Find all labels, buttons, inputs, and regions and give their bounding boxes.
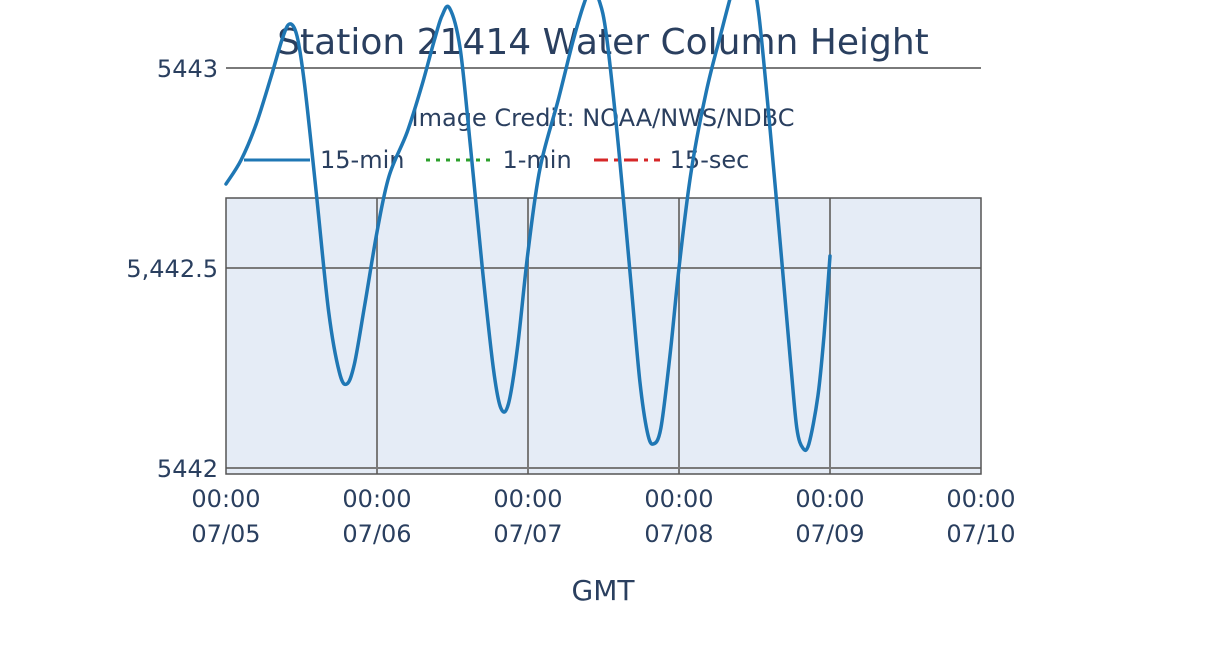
plot-border (225, 197, 982, 475)
legend-swatch-dashdot (593, 158, 660, 162)
x-tick-date: 07/06 (342, 520, 411, 548)
plot-background (226, 198, 981, 474)
legend-swatch-dot (426, 158, 493, 162)
chart-title: Station 21414 Water Column Height (277, 22, 929, 63)
x-tick-date: 07/08 (644, 520, 713, 548)
x-tick-time: 00:00 (946, 485, 1015, 513)
x-tick-time: 00:00 (795, 485, 864, 513)
image-credit: Image Credit: NOAA/NWS/NDBC (411, 104, 795, 132)
x-tick-date: 07/05 (191, 520, 260, 548)
series-line-0 (224, 0, 832, 453)
x-tick-time: 00:00 (644, 485, 713, 513)
legend-label-1min: 1-min (502, 146, 572, 174)
x-tick-time: 00:00 (493, 485, 562, 513)
y-tick-label: 5,442.5 (126, 255, 218, 283)
x-tick-time: 00:00 (191, 485, 260, 513)
x-tick-date: 07/07 (493, 520, 562, 548)
x-tick-time: 00:00 (342, 485, 411, 513)
x-tick-date: 07/10 (946, 520, 1015, 548)
x-tick-date: 07/09 (795, 520, 864, 548)
x-axis-label: GMT (571, 574, 635, 607)
y-tick-label: 5443 (157, 55, 218, 83)
y-tick-label: 5442 (157, 455, 218, 483)
legend-label-15sec: 15-sec (669, 146, 750, 174)
legend-item-1min[interactable]: 1-min (426, 146, 572, 174)
legend-item-15sec[interactable]: 15-sec (593, 146, 750, 174)
legend-swatch-solid (244, 158, 310, 162)
